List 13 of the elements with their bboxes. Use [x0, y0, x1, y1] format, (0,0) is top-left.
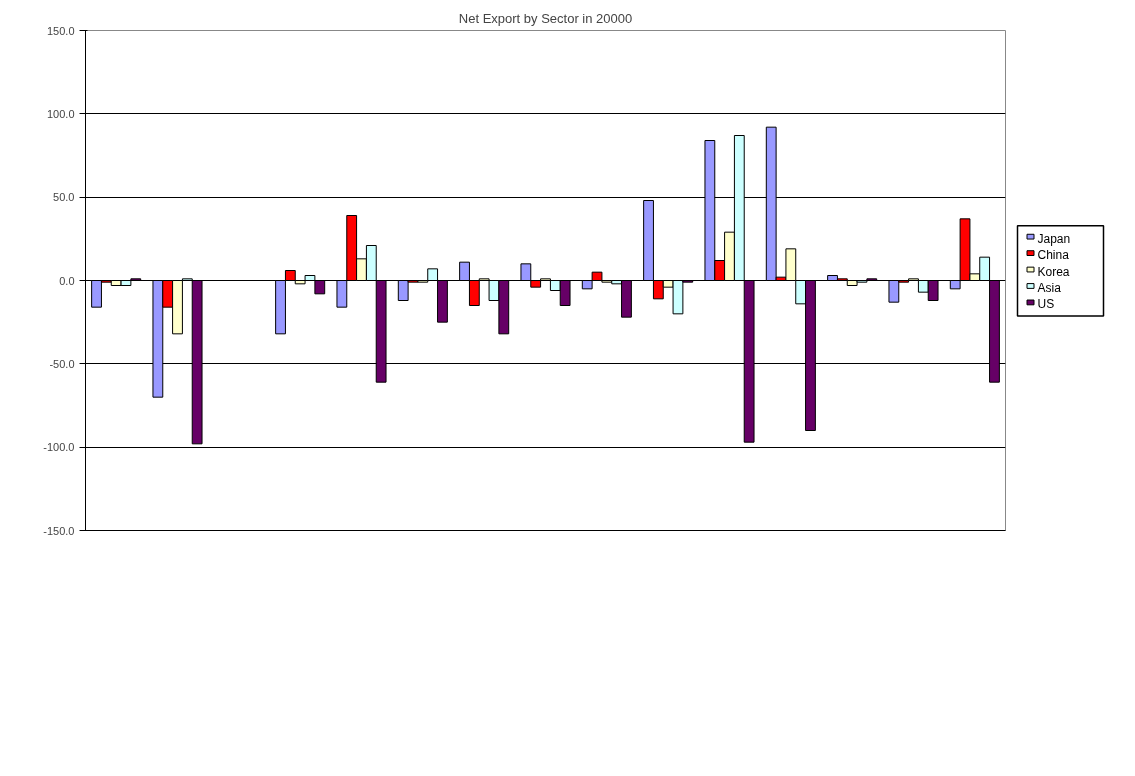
y-tick-label: 50.0 [53, 191, 75, 204]
chart-title: Net Export by Sector in 20000 [458, 10, 633, 26]
y-tick-label: 0.0 [59, 274, 75, 287]
legend-label: Asia [1037, 281, 1062, 296]
y-tick-label: -100.0 [43, 441, 75, 454]
y-tick-label: 100.0 [46, 107, 75, 120]
y-tick-label: 150.0 [46, 24, 75, 37]
legend-label: US [1037, 297, 1055, 312]
legend-label: Japan [1037, 231, 1071, 246]
y-tick-label: -150.0 [43, 524, 75, 537]
legend-label: China [1037, 248, 1070, 263]
legend-label: Korea [1037, 264, 1070, 279]
y-tick-label: -50.0 [49, 357, 75, 370]
